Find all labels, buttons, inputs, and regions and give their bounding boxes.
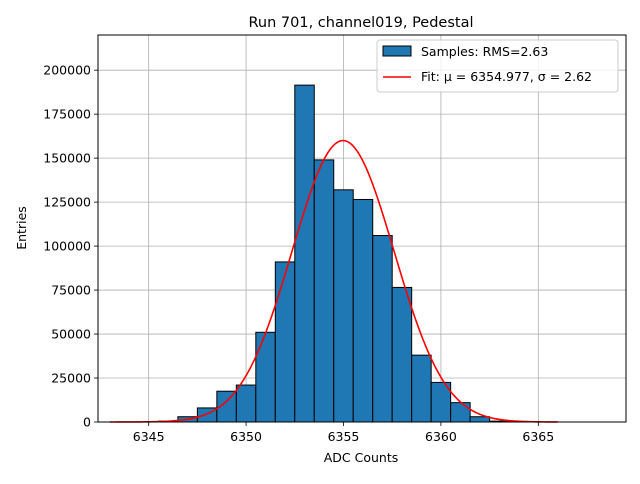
histogram-bar <box>391 286 413 423</box>
y-tick-label: 175000 <box>43 107 91 122</box>
histogram-bar <box>352 198 374 423</box>
y-tick-label: 150000 <box>43 151 91 166</box>
plot-frame <box>97 34 627 423</box>
legend-samples-label: Samples: RMS=2.63 <box>421 44 548 59</box>
histogram-bar <box>333 189 354 423</box>
y-axis-label: Entries <box>14 206 29 250</box>
y-tick-label: 125000 <box>43 195 91 210</box>
legend-frame <box>376 39 619 93</box>
chart-title: Run 701, channel019, Pedestal <box>248 15 473 31</box>
y-axis-ticks: 0 25000 50000 75000 100000 125000 150000 175000… <box>43 63 98 430</box>
x-axis-label: ADC Counts <box>324 450 399 465</box>
histogram-bar <box>255 331 276 423</box>
y-tick-label: 0 <box>83 415 91 430</box>
histogram-bar <box>450 402 471 423</box>
fit-curve <box>109 139 558 423</box>
x-tick-label: 6365 <box>522 429 554 444</box>
histogram-bar <box>469 416 491 423</box>
legend-samples-swatch <box>382 45 412 57</box>
histogram-bars <box>157 84 510 423</box>
y-tick-label: 75000 <box>51 283 91 298</box>
histogram-bar <box>274 261 296 423</box>
x-axis-ticks: 6345 6350 6355 6360 6365 <box>133 422 554 444</box>
legend-fit-label: Fit: μ = 6354.977, σ = 2.62 <box>421 69 592 84</box>
fit-curve-group <box>109 139 558 423</box>
y-tick-label: 100000 <box>43 239 91 254</box>
histogram-bar <box>313 159 335 423</box>
y-tick-label: 200000 <box>43 63 91 78</box>
histogram-bar <box>372 235 393 423</box>
y-tick-label: 50000 <box>51 327 91 342</box>
legend: Samples: RMS=2.63 Fit: μ = 6354.977, σ =… <box>376 39 619 93</box>
x-tick-label: 6345 <box>133 429 165 444</box>
histogram-bar <box>411 354 432 423</box>
histogram-bar <box>235 384 257 423</box>
x-tick-label: 6360 <box>425 429 457 444</box>
histogram-bar <box>294 84 315 423</box>
x-tick-label: 6350 <box>230 429 262 444</box>
y-tick-label: 25000 <box>51 371 91 386</box>
x-tick-label: 6355 <box>328 429 360 444</box>
